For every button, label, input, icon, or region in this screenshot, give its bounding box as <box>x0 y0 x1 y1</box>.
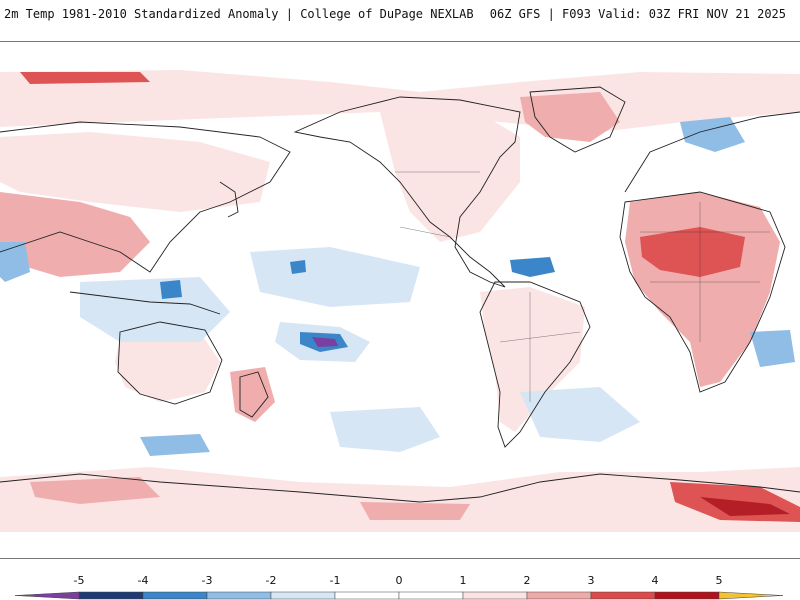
colorbar-segment <box>78 591 144 600</box>
warm-antarctic-mid <box>360 502 470 520</box>
colorbar-tick-label: 1 <box>460 574 467 587</box>
colorbar-segment <box>142 591 208 600</box>
colorbar-tick-label: 4 <box>652 574 659 587</box>
border-usa-mexico <box>399 226 451 238</box>
colorbar-high-extend <box>718 591 784 600</box>
colorbar-tick-label: -4 <box>138 574 149 587</box>
colorbar-tick-label: -1 <box>330 574 341 587</box>
warm-south-america <box>480 287 585 432</box>
borders <box>395 171 770 402</box>
cold-indonesia-core <box>160 280 182 299</box>
colorbar-tick-label: -5 <box>74 574 85 587</box>
cold-madagascar-ocean <box>750 330 795 367</box>
cold-pacific-spot <box>290 260 306 274</box>
cold-indonesia <box>80 277 230 342</box>
colorbar-svg: -5 -4 -3 -2 -1 0 1 2 3 4 5 <box>14 574 784 600</box>
cold-india <box>0 242 30 282</box>
colorbar-tick-label: 0 <box>396 574 403 587</box>
anomaly-map <box>0 41 800 559</box>
colorbar-tick-label: -3 <box>202 574 213 587</box>
warm-antarctic-extreme-right <box>700 497 790 516</box>
warm-australia <box>115 332 220 402</box>
cold-south-atlantic <box>520 387 640 442</box>
cold-southern-ocean <box>140 434 210 456</box>
colorbar: -5 -4 -3 -2 -1 0 1 2 3 4 5 <box>0 570 800 600</box>
coast-japan <box>219 181 239 218</box>
colorbar-segment <box>398 591 464 600</box>
map-svg <box>0 42 800 558</box>
cold-scandinavia <box>680 117 745 152</box>
cold-anomalies <box>0 117 795 456</box>
coast-antarctica <box>0 473 800 503</box>
coast-south-america <box>479 281 591 448</box>
colorbar-segment <box>590 591 656 600</box>
warm-siberia <box>0 132 270 212</box>
warm-antarctic-strong-left <box>30 477 160 504</box>
coastlines <box>0 86 800 503</box>
border-sa-1 <box>499 331 581 343</box>
warm-antarctic-band <box>0 467 800 532</box>
colorbar-tick-label: 2 <box>524 574 531 587</box>
warm-arctic-strong <box>20 72 150 84</box>
map-header: 2m Temp 1981-2010 Standardized Anomaly |… <box>0 0 800 30</box>
colorbar-segment <box>654 591 720 600</box>
map-title: 2m Temp 1981-2010 Standardized Anomaly |… <box>4 7 474 21</box>
coast-australia <box>117 321 223 405</box>
cold-central-pacific-extreme <box>312 337 338 347</box>
cold-south-pacific <box>330 407 440 452</box>
colorbar-segment <box>270 591 336 600</box>
colorbar-tick-label: 5 <box>716 574 723 587</box>
coast-europe <box>624 111 800 193</box>
coast-greenland <box>529 86 626 153</box>
warm-asia-mid <box>0 192 150 277</box>
colorbar-tick-label: 3 <box>588 574 595 587</box>
coast-north-america <box>293 96 521 288</box>
colorbar-segment <box>462 591 528 600</box>
warm-greenland <box>520 92 620 142</box>
model-run-info: 06Z GFS | F093 Valid: 03Z FRI NOV 21 202… <box>489 7 786 21</box>
colorbar-segment <box>526 591 592 600</box>
anomaly-shading <box>0 70 800 532</box>
coast-indonesia <box>69 291 221 315</box>
coast-new-zealand <box>239 371 269 418</box>
colorbar-low-extend <box>14 591 80 600</box>
warm-north-america <box>380 107 520 242</box>
coast-africa <box>619 191 786 393</box>
colorbar-tick-label: -2 <box>266 574 277 587</box>
colorbar-segment <box>334 591 400 600</box>
warm-sahara-strong <box>640 227 745 277</box>
colorbar-segment <box>206 591 272 600</box>
warm-new-zealand <box>230 367 275 422</box>
cold-caribbean <box>510 257 555 277</box>
coast-eurasia <box>0 121 291 273</box>
